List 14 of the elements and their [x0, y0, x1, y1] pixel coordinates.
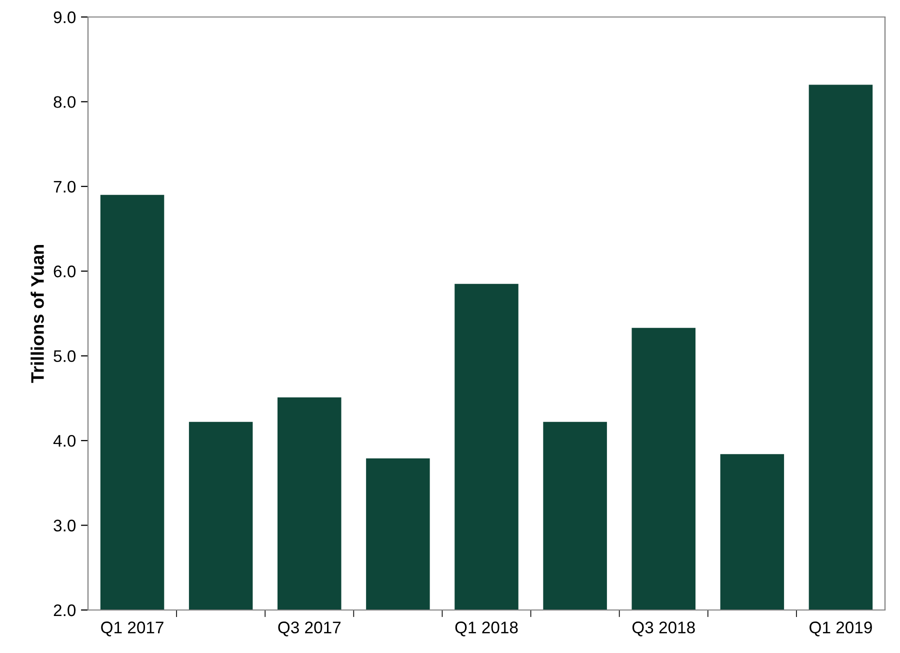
y-axis-title: Trillions of Yuan	[30, 245, 44, 383]
y-tick-label: 4.0	[53, 434, 76, 447]
x-tick-label: Q1 2017	[101, 622, 164, 636]
y-tick-label: 5.0	[54, 350, 76, 362]
x-tick-label: Q3 2017	[278, 622, 341, 636]
y-tick-label: 9.0	[54, 11, 76, 24]
y-tick-label: 6.0	[54, 266, 76, 278]
y-tick-label: 7.0	[54, 180, 76, 193]
y-tick-label: 2.0	[54, 604, 76, 616]
x-tick-label: Q1 2018	[455, 622, 518, 636]
y-tick-label: 3.0	[54, 520, 76, 532]
x-tick-label: Q3 2018	[632, 622, 695, 636]
y-tick-label: 8.0	[54, 96, 76, 108]
x-tick-label: Q1 2019	[810, 622, 872, 636]
